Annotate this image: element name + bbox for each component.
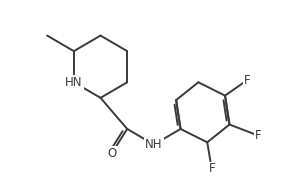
Text: F: F bbox=[244, 74, 251, 87]
Text: F: F bbox=[255, 129, 262, 142]
Text: O: O bbox=[107, 147, 116, 160]
Text: NH: NH bbox=[145, 138, 163, 151]
Text: F: F bbox=[209, 163, 215, 176]
Text: HN: HN bbox=[65, 76, 83, 89]
